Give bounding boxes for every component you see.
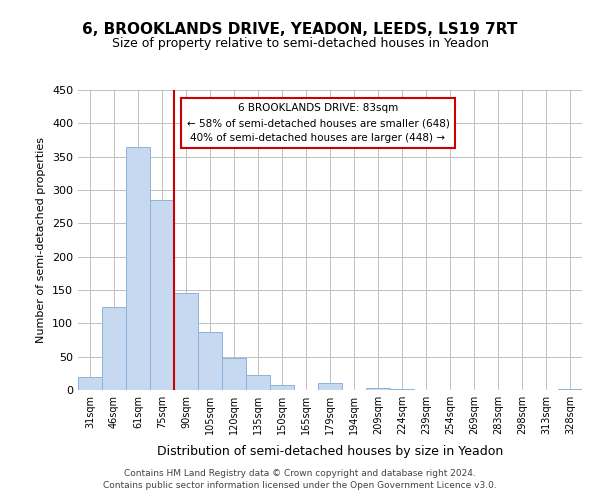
Bar bbox=[198, 332, 222, 390]
Bar bbox=[174, 294, 198, 390]
Y-axis label: Number of semi-detached properties: Number of semi-detached properties bbox=[37, 137, 46, 343]
Text: 6, BROOKLANDS DRIVE, YEADON, LEEDS, LS19 7RT: 6, BROOKLANDS DRIVE, YEADON, LEEDS, LS19… bbox=[82, 22, 518, 38]
Bar bbox=[558, 388, 582, 390]
Bar bbox=[318, 384, 342, 390]
Bar bbox=[78, 376, 102, 390]
Bar bbox=[366, 388, 390, 390]
Bar bbox=[102, 306, 126, 390]
Bar bbox=[390, 388, 414, 390]
Bar bbox=[246, 376, 270, 390]
X-axis label: Distribution of semi-detached houses by size in Yeadon: Distribution of semi-detached houses by … bbox=[157, 446, 503, 458]
Text: Contains HM Land Registry data © Crown copyright and database right 2024.: Contains HM Land Registry data © Crown c… bbox=[124, 468, 476, 477]
Bar bbox=[222, 358, 246, 390]
Text: Size of property relative to semi-detached houses in Yeadon: Size of property relative to semi-detach… bbox=[112, 38, 488, 51]
Text: 6 BROOKLANDS DRIVE: 83sqm
← 58% of semi-detached houses are smaller (648)
40% of: 6 BROOKLANDS DRIVE: 83sqm ← 58% of semi-… bbox=[187, 104, 449, 143]
Bar bbox=[150, 200, 174, 390]
Text: Contains public sector information licensed under the Open Government Licence v3: Contains public sector information licen… bbox=[103, 481, 497, 490]
Bar bbox=[126, 146, 150, 390]
Bar bbox=[270, 384, 294, 390]
